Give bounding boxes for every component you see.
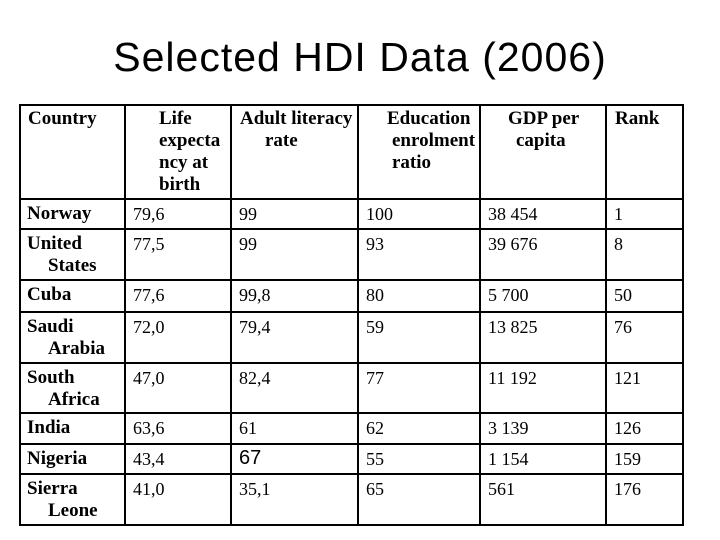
table-row: Cuba 77,6 99,8 80 5 700 50 xyxy=(19,279,684,313)
gdp-value-cell: 11 192 xyxy=(479,362,607,414)
cell-text-line: enrolment xyxy=(392,130,476,151)
table-row: India 63,6 61 62 3 139 126 xyxy=(19,412,684,445)
cell-text-line: ncy at xyxy=(159,152,209,173)
cell-text-line: Rank xyxy=(615,108,660,129)
cell-text-line: ratio xyxy=(392,152,432,173)
education-value-cell: 65 xyxy=(357,473,481,526)
country-cell: Norway xyxy=(19,198,126,230)
cell-text-line: GDP per xyxy=(508,108,580,129)
adult-value-cell: 35,1 xyxy=(230,473,359,526)
rank-value-cell: 159 xyxy=(605,443,684,475)
rank-value-cell: 50 xyxy=(605,279,684,313)
adult-value-cell: 79,4 xyxy=(230,311,359,364)
life-value-cell: 77,5 xyxy=(124,228,232,281)
table-row: United States 77,5 99 93 39 676 8 xyxy=(19,228,684,281)
gdp-value-cell: 1 154 xyxy=(479,443,607,475)
cell-text-line: Saudi xyxy=(27,316,74,337)
life-value-cell: 41,0 xyxy=(124,473,232,526)
column-header-gdp: GDP per capita xyxy=(479,104,607,200)
cell-text-line: Country xyxy=(28,108,97,129)
gdp-value-cell: 38 454 xyxy=(479,198,607,230)
country-cell: Cuba xyxy=(19,279,126,313)
life-value-cell: 43,4 xyxy=(124,443,232,475)
table-body: Norway 79,6 99 100 38 454 1 United States 77,5 99… xyxy=(19,198,684,526)
education-value-cell: 62 xyxy=(357,412,481,445)
rank-value-cell: 76 xyxy=(605,311,684,364)
cell-text-line: Cuba xyxy=(27,284,72,305)
cell-text-line: India xyxy=(27,417,71,438)
life-value-cell: 72,0 xyxy=(124,311,232,364)
education-value-cell: 80 xyxy=(357,279,481,313)
cell-text-line: rate xyxy=(265,130,298,151)
cell-text-line: South xyxy=(27,367,75,388)
cell-text-line: Africa xyxy=(48,389,100,410)
country-cell: Nigeria xyxy=(19,443,126,475)
column-header-education: Education enrolment ratio xyxy=(357,104,481,200)
adult-value-cell: 82,4 xyxy=(230,362,359,414)
cell-text-line: Leone xyxy=(48,500,98,521)
column-header-rank: Rank xyxy=(605,104,684,200)
rank-value-cell: 8 xyxy=(605,228,684,281)
column-header-country: Country xyxy=(19,104,126,200)
rank-value-cell: 176 xyxy=(605,473,684,526)
rank-value-cell: 121 xyxy=(605,362,684,414)
rank-value-cell: 126 xyxy=(605,412,684,445)
column-header-adult: Adult literacy rate xyxy=(230,104,359,200)
cell-text-line: United xyxy=(27,233,82,254)
country-cell: United States xyxy=(19,228,126,281)
cell-text-line: Adult literacy xyxy=(240,108,353,129)
cell-text-line: birth xyxy=(159,174,201,195)
hdi-data-table: Country Life expecta ncy at birth Adult liter… xyxy=(19,104,684,526)
cell-text-line: expecta xyxy=(159,130,221,151)
table-row: Nigeria 43,4 67 55 1 154 159 xyxy=(19,443,684,475)
education-value-cell: 59 xyxy=(357,311,481,364)
cell-text-line: Norway xyxy=(27,203,92,224)
column-header-life: Life expecta ncy at birth xyxy=(124,104,232,200)
table-row: Sierra Leone 41,0 35,1 65 561 176 xyxy=(19,473,684,526)
cell-text-line: States xyxy=(48,255,97,276)
country-cell: Saudi Arabia xyxy=(19,311,126,364)
education-value-cell: 100 xyxy=(357,198,481,230)
education-value-cell: 93 xyxy=(357,228,481,281)
cell-text-line: Arabia xyxy=(48,338,105,359)
table-row: South Africa 47,0 82,4 77 11 192 121 xyxy=(19,362,684,414)
country-cell: India xyxy=(19,412,126,445)
cell-text-line: capita xyxy=(516,130,566,151)
table-header: Country Life expecta ncy at birth Adult liter… xyxy=(19,104,684,200)
adult-value-cell: 67 xyxy=(230,443,359,475)
gdp-value-cell: 3 139 xyxy=(479,412,607,445)
gdp-value-cell: 13 825 xyxy=(479,311,607,364)
country-cell: South Africa xyxy=(19,362,126,414)
cell-text-line: Education xyxy=(387,108,471,129)
adult-value-cell: 99 xyxy=(230,198,359,230)
header-row: Country Life expecta ncy at birth Adult liter… xyxy=(19,104,684,200)
life-value-cell: 77,6 xyxy=(124,279,232,313)
country-cell: Sierra Leone xyxy=(19,473,126,526)
table-row: Saudi Arabia 72,0 79,4 59 13 825 76 xyxy=(19,311,684,364)
cell-text-line: Sierra xyxy=(27,478,78,499)
gdp-value-cell: 39 676 xyxy=(479,228,607,281)
adult-value-cell: 99 xyxy=(230,228,359,281)
adult-value-cell: 61 xyxy=(230,412,359,445)
life-value-cell: 47,0 xyxy=(124,362,232,414)
education-value-cell: 77 xyxy=(357,362,481,414)
education-value-cell: 55 xyxy=(357,443,481,475)
rank-value-cell: 1 xyxy=(605,198,684,230)
gdp-value-cell: 561 xyxy=(479,473,607,526)
life-value-cell: 63,6 xyxy=(124,412,232,445)
table-row: Norway 79,6 99 100 38 454 1 xyxy=(19,198,684,230)
page-title: Selected HDI Data (2006) xyxy=(113,34,607,80)
cell-text-line: Nigeria xyxy=(27,448,88,469)
gdp-value-cell: 5 700 xyxy=(479,279,607,313)
life-value-cell: 79,6 xyxy=(124,198,232,230)
adult-value-cell: 99,8 xyxy=(230,279,359,313)
cell-text-line: Life xyxy=(159,108,192,129)
